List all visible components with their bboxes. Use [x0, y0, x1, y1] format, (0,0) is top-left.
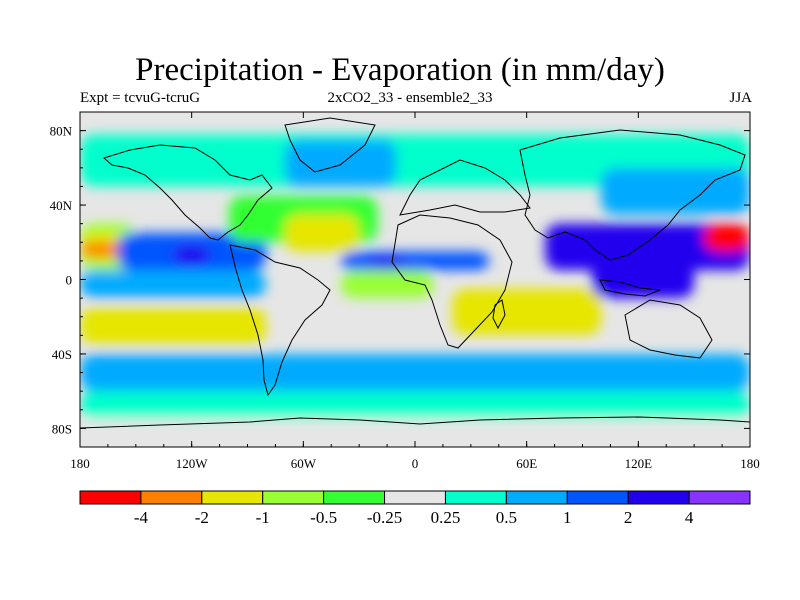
colorbar-swatch-2	[201, 490, 264, 505]
colorbar-swatch-6	[444, 490, 507, 505]
precip-region-14	[452, 288, 602, 336]
colorbar-label: 1	[563, 508, 572, 527]
precip-region-1	[284, 139, 397, 187]
coastline-europe	[399, 159, 531, 216]
x-tick-label: 120W	[176, 456, 209, 471]
coastline-madagascar	[492, 299, 506, 330]
colorbar-label: 4	[685, 508, 694, 527]
y-tick-label: 40S	[52, 347, 72, 362]
colorbar-label: 2	[624, 508, 633, 527]
colorbar-label: 0.5	[496, 508, 517, 527]
precip-region-13	[340, 270, 434, 299]
coastline-australia	[624, 299, 713, 359]
experiment-label: Expt = tcvuG-tcruG	[80, 90, 201, 106]
x-tick-label: 120E	[625, 456, 653, 471]
colorbar-swatch-5	[384, 490, 446, 505]
colorbar-label: -0.25	[367, 508, 402, 527]
coastline-greenland	[284, 117, 376, 173]
colorbar-label: -1	[256, 508, 270, 527]
precip-region-10	[284, 214, 360, 252]
y-tick-label: 80N	[50, 124, 73, 139]
precip-region-15	[545, 223, 750, 271]
colorbar-label: -2	[195, 508, 209, 527]
colorbar-swatch-9	[627, 490, 690, 505]
y-tick-label: 40N	[50, 198, 73, 213]
colorbar: -4 -2 -1 -0.5 -0.25 0.25 0.5 1 2 4	[79, 490, 751, 527]
precip-field	[80, 134, 750, 447]
precip-region-19	[80, 353, 750, 392]
coastlines	[80, 117, 750, 429]
ensemble-label: 2xCO2_33 - ensemble2_33	[327, 90, 493, 106]
colorbar-swatch-0	[79, 490, 142, 505]
precip-region-21	[80, 419, 750, 447]
colorbar-label: -0.5	[310, 508, 337, 527]
x-tick-label: 60W	[291, 456, 317, 471]
precip-region-18	[80, 307, 267, 345]
coastline-africa	[391, 214, 513, 349]
y-tick-label: 0	[66, 273, 73, 288]
colorbar-swatch-10	[688, 490, 751, 505]
precip-region-7	[173, 246, 211, 265]
precip-region-17	[591, 260, 695, 299]
x-tick-label: 180	[740, 456, 760, 471]
precip-region-2	[601, 167, 750, 215]
precip-region-8	[80, 270, 267, 299]
season-label: JJA	[729, 90, 752, 106]
colorbar-swatch-3	[262, 490, 325, 505]
y-tick-label: 80S	[52, 421, 72, 436]
coastline-indonesia	[599, 279, 661, 297]
colorbar-swatch-4	[323, 490, 386, 505]
precip-region-16	[703, 223, 750, 252]
x-tick-label: 60E	[516, 456, 537, 471]
coastline-antarctica	[80, 416, 750, 429]
coastline-asia	[519, 129, 746, 261]
colorbar-swatch-7	[505, 490, 568, 505]
colorbar-label: 0.25	[431, 508, 461, 527]
coastline-south-america	[229, 244, 331, 397]
colorbar-swatch-1	[140, 490, 203, 505]
colorbar-swatch-8	[566, 490, 629, 505]
coastline-north-america	[102, 144, 273, 241]
colorbar-label: -4	[134, 508, 149, 527]
page-title: Precipitation - Evaporation (in mm/day)	[135, 52, 665, 88]
map-axes: 180 120W 60W 0 60E 120E 180 80N 40N 0 40S 80S	[50, 111, 760, 471]
x-tick-label: 0	[412, 456, 419, 471]
precip-region-11	[340, 251, 490, 271]
precip-region-20	[80, 391, 750, 420]
precip-region-12	[368, 257, 406, 269]
precip-region-0	[80, 134, 750, 187]
precip-region-5	[80, 242, 127, 258]
x-tick-label: 180	[70, 456, 90, 471]
